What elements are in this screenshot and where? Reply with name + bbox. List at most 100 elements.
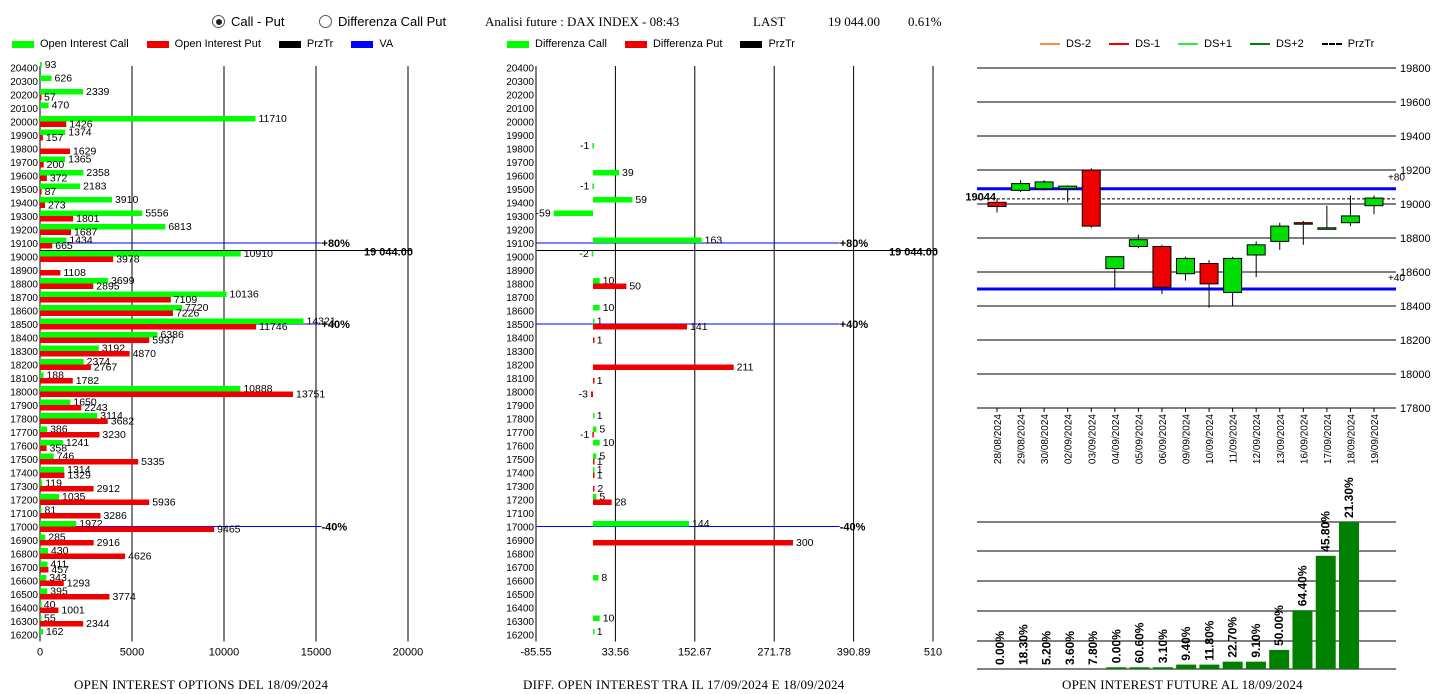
- bar-value-label: 59: [635, 194, 647, 206]
- future-oi-bar: [1339, 522, 1359, 669]
- bar-value-label: 5937: [152, 335, 176, 347]
- put-bar: [40, 553, 126, 559]
- bar-value-label: 7109: [174, 294, 198, 306]
- call-bar: [40, 291, 227, 297]
- put-bar: [40, 270, 61, 276]
- strike-label: 18100: [10, 374, 38, 385]
- date-label: 19/09/2024: [1370, 414, 1381, 464]
- legend-oi: Open Interest Call Open Interest Put Prz…: [12, 38, 411, 50]
- bar-value-label: 162: [46, 626, 64, 638]
- bar-value-label: 9.40%: [1179, 626, 1193, 660]
- put-bar: [40, 499, 150, 505]
- put-bar: [40, 580, 64, 586]
- call-bar: [593, 629, 595, 635]
- bar-value-label: 2912: [97, 483, 121, 495]
- put-bar: [40, 256, 114, 262]
- strike-label: 18400: [10, 334, 38, 345]
- put-bar: [593, 337, 595, 343]
- legend-line: [1321, 43, 1342, 45]
- radio-call-put-dot[interactable]: [212, 15, 225, 28]
- call-bar: [591, 251, 594, 257]
- strike-label: 17700: [10, 428, 38, 439]
- date-label: 30/08/2024: [1040, 414, 1051, 464]
- put-bar: [40, 391, 294, 397]
- bar-value-label: 8: [601, 572, 607, 584]
- legend-label: Differenza Put: [652, 38, 723, 50]
- strike-label: 16700: [506, 563, 534, 574]
- radio-call-put[interactable]: Call - Put: [212, 14, 284, 29]
- put-bar: [40, 405, 82, 411]
- strike-label: 19500: [10, 185, 38, 196]
- legend-swatch: [351, 40, 374, 48]
- call-bar: [40, 534, 46, 540]
- bar-value-label: 300: [796, 537, 814, 549]
- put-bar: [593, 364, 734, 370]
- call-bar: [593, 521, 690, 527]
- radio-diff[interactable]: Differenza Call Put: [319, 14, 446, 29]
- strike-label: 16300: [10, 617, 38, 628]
- x-tick-label: 152.67: [678, 647, 712, 659]
- legend-swatch: [624, 40, 647, 48]
- y-tick-label: 19800: [1400, 63, 1431, 75]
- bar-value-label: 457: [51, 564, 69, 576]
- candle-body: [1058, 185, 1078, 190]
- call-bar: [40, 386, 241, 392]
- put-bar: [40, 607, 59, 613]
- put-bar: [40, 121, 67, 127]
- strike-label: 19200: [10, 226, 38, 237]
- bar-value-label: 1314: [67, 464, 91, 476]
- y-tick-label: 19400: [1400, 131, 1431, 143]
- strike-label: 16200: [506, 631, 534, 642]
- radio-diff-dot[interactable]: [319, 15, 332, 28]
- strike-label: 18200: [506, 361, 534, 372]
- call-bar: [40, 561, 48, 567]
- date-label: 16/09/2024: [1299, 414, 1310, 464]
- bar-value-label: 6813: [168, 221, 192, 233]
- x-tick-label: 0: [37, 647, 43, 659]
- bar-value-label: 21.30%: [1342, 477, 1356, 518]
- bar-value-label: -59: [536, 208, 551, 220]
- x-tick-label: 20000: [393, 647, 424, 659]
- strike-label: 17200: [506, 496, 534, 507]
- bar-value-label: -1: [580, 140, 589, 152]
- x-tick-label: 33.56: [602, 647, 630, 659]
- strike-label: 17000: [10, 523, 38, 534]
- bar-value-label: 144: [692, 518, 710, 530]
- date-label: 28/08/2024: [993, 414, 1004, 464]
- strike-label: 19700: [506, 158, 534, 169]
- call-bar: [40, 129, 66, 135]
- date-label: 11/09/2024: [1229, 414, 1240, 464]
- candle-body: [1246, 244, 1266, 256]
- bar-value-label: 81: [44, 505, 56, 517]
- future-oi-bar: [1129, 667, 1150, 669]
- bar-value-label: 1374: [68, 127, 92, 139]
- bar-value-label: 39: [622, 167, 634, 179]
- call-bar: [593, 426, 597, 432]
- legend-line: [1249, 43, 1270, 45]
- strike-label: 16800: [10, 550, 38, 561]
- call-bar: [593, 170, 620, 176]
- bar-value-label: 1293: [67, 578, 91, 590]
- call-bar: [40, 332, 158, 338]
- bar-value-label: 22.70%: [1226, 617, 1240, 658]
- strike-label: 16300: [506, 617, 534, 628]
- bar-value-label: 10: [603, 613, 615, 625]
- candle-body: [987, 201, 1007, 208]
- radio-call-put-label: Call - Put: [231, 14, 285, 29]
- strike-label: 19000: [506, 253, 534, 264]
- bar-value-label: 11746: [259, 321, 288, 333]
- level-label: +80: [1388, 173, 1405, 184]
- legend-item: PrzTr: [1321, 38, 1374, 50]
- legend-label: PrzTr: [306, 38, 334, 50]
- strike-label: 18300: [10, 347, 38, 358]
- bar-value-label: 358: [50, 443, 68, 455]
- strike-label: 18900: [10, 266, 38, 277]
- bar-value-label: 3774: [112, 591, 136, 603]
- bar-value-label: 9465: [217, 524, 241, 536]
- bar-value-label: 2358: [86, 167, 110, 179]
- bar-value-label: 64.40%: [1295, 565, 1309, 606]
- date-label: 03/09/2024: [1087, 414, 1098, 464]
- put-bar: [592, 432, 594, 438]
- call-bar: [593, 318, 595, 324]
- call-bar: [40, 210, 143, 216]
